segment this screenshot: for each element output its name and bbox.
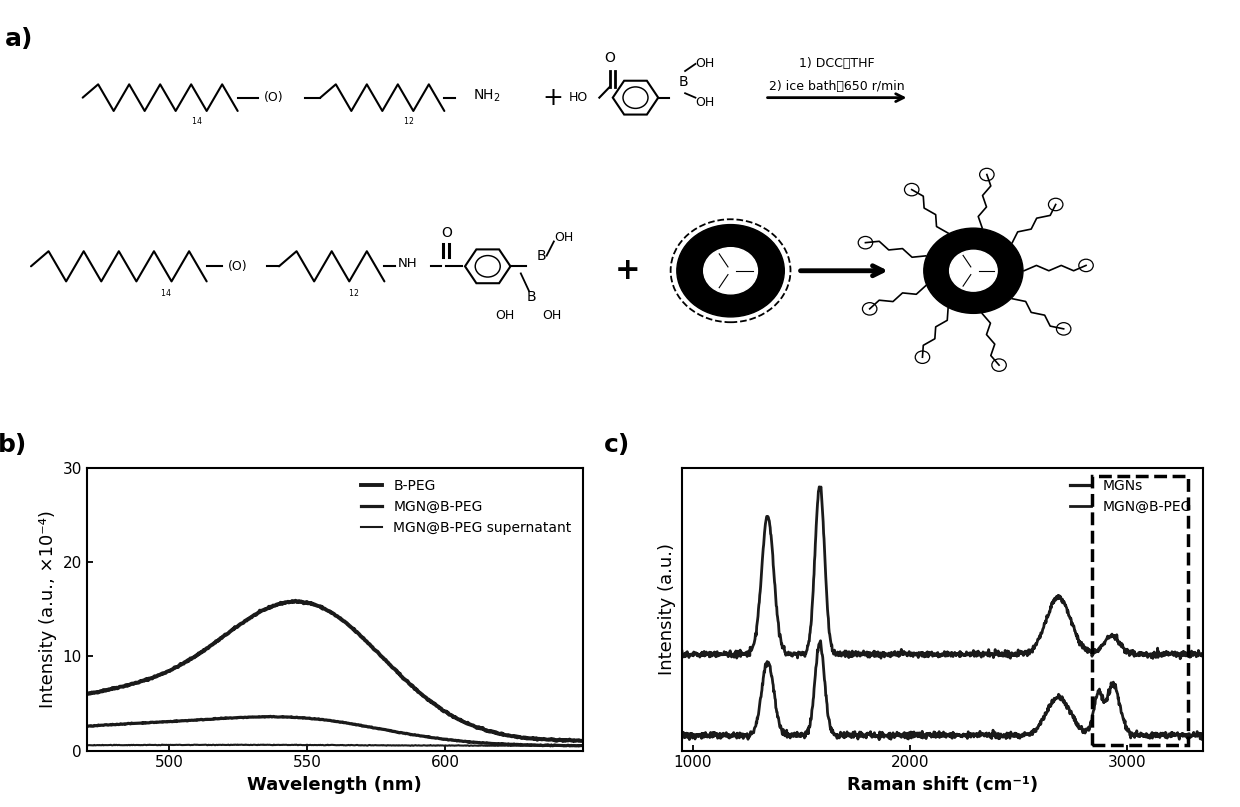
MGN@B-PEG [1195, 730, 1210, 739]
MGNs [1195, 650, 1210, 659]
MGN@B-PEG [167, 717, 182, 726]
MGN@B-PEG supernatant [575, 741, 590, 751]
MGNs [744, 646, 759, 655]
Text: B: B [526, 291, 536, 304]
Circle shape [677, 224, 785, 317]
B-PEG [79, 689, 94, 699]
Text: +: + [542, 86, 563, 110]
MGN@B-PEG [949, 731, 963, 741]
MGN@B-PEG [412, 730, 427, 740]
Text: a): a) [5, 27, 33, 51]
MGN@B-PEG [572, 741, 587, 751]
MGN@B-PEG [79, 721, 94, 731]
MGN@B-PEG supernatant [207, 740, 222, 750]
Text: $_{12}$: $_{12}$ [403, 115, 414, 128]
Line: MGNs: MGNs [682, 487, 1203, 659]
Text: OH: OH [696, 95, 714, 109]
MGNs [960, 650, 975, 660]
Text: (O): (O) [264, 91, 284, 104]
Text: HO: HO [569, 91, 588, 104]
Text: O: O [604, 51, 615, 65]
MGNs [763, 520, 777, 529]
B-PEG [454, 716, 469, 725]
B-PEG [372, 650, 387, 659]
Line: B-PEG: B-PEG [87, 600, 583, 741]
Legend: MGNs, MGN@B-PEG: MGNs, MGN@B-PEG [1066, 475, 1195, 518]
B-PEG [288, 596, 303, 605]
MGN@B-PEG supernatant [534, 742, 549, 751]
MGNs [1173, 654, 1188, 663]
X-axis label: Raman shift (cm⁻¹): Raman shift (cm⁻¹) [847, 776, 1038, 794]
B-PEG [305, 599, 320, 608]
Text: B: B [536, 249, 546, 262]
B-PEG [167, 663, 182, 672]
Text: O: O [441, 226, 451, 240]
MGNs [949, 651, 963, 661]
MGN@B-PEG [960, 730, 975, 740]
MGNs [901, 648, 916, 658]
Text: B: B [678, 75, 688, 89]
Text: $_{14}$: $_{14}$ [160, 287, 171, 300]
Text: $_{14}$: $_{14}$ [191, 115, 202, 128]
Circle shape [703, 248, 758, 294]
MGN@B-PEG [207, 714, 222, 724]
Text: (O): (O) [228, 260, 248, 273]
MGN@B-PEG [763, 661, 777, 671]
Circle shape [950, 250, 997, 291]
Text: NH: NH [397, 257, 417, 270]
Y-axis label: Intensity (a.u.): Intensity (a.u.) [658, 543, 677, 675]
MGN@B-PEG [675, 734, 689, 743]
B-PEG [556, 736, 570, 746]
B-PEG [412, 688, 427, 697]
MGN@B-PEG [1195, 735, 1210, 745]
Text: OH: OH [696, 57, 714, 70]
Text: +: + [615, 257, 640, 285]
MGN@B-PEG supernatant [79, 740, 94, 750]
Text: c): c) [604, 433, 630, 457]
Y-axis label: Intensity (a.u., ×10⁻⁴): Intensity (a.u., ×10⁻⁴) [38, 510, 57, 709]
MGNs [812, 482, 827, 491]
MGN@B-PEG [744, 728, 759, 738]
B-PEG [575, 736, 590, 746]
MGN@B-PEG [305, 714, 320, 724]
MGNs [675, 646, 689, 656]
Legend: B-PEG, MGN@B-PEG, MGN@B-PEG supernatant: B-PEG, MGN@B-PEG, MGN@B-PEG supernatant [357, 475, 575, 539]
Line: MGN@B-PEG: MGN@B-PEG [87, 717, 583, 746]
Text: OH: OH [496, 308, 515, 322]
Text: $_{12}$: $_{12}$ [347, 287, 360, 300]
MGN@B-PEG [263, 712, 278, 721]
Text: 2) ice bath、650 r/min: 2) ice bath、650 r/min [769, 81, 905, 94]
MGN@B-PEG supernatant [167, 740, 182, 750]
MGN@B-PEG supernatant [305, 740, 320, 750]
MGN@B-PEG [575, 741, 590, 751]
MGN@B-PEG supernatant [231, 740, 246, 750]
MGNs [851, 649, 866, 659]
Bar [1092, 476, 1188, 745]
Line: MGN@B-PEG: MGN@B-PEG [682, 641, 1203, 740]
Circle shape [924, 228, 1023, 313]
Text: NH$_2$: NH$_2$ [474, 88, 501, 104]
Text: b): b) [0, 433, 27, 457]
MGN@B-PEG supernatant [454, 741, 469, 751]
MGN@B-PEG supernatant [372, 741, 387, 751]
MGN@B-PEG [813, 636, 828, 646]
X-axis label: Wavelength (nm): Wavelength (nm) [248, 776, 422, 794]
B-PEG [207, 638, 222, 648]
Line: MGN@B-PEG supernatant: MGN@B-PEG supernatant [87, 745, 583, 746]
Text: 1) DCC、THF: 1) DCC、THF [800, 57, 874, 70]
Text: OH: OH [554, 232, 573, 245]
MGN@B-PEG [851, 734, 866, 744]
MGN@B-PEG [372, 724, 387, 734]
MGN@B-PEG supernatant [412, 740, 427, 750]
MGN@B-PEG [901, 734, 916, 744]
MGN@B-PEG [454, 736, 469, 746]
Text: OH: OH [542, 308, 562, 322]
